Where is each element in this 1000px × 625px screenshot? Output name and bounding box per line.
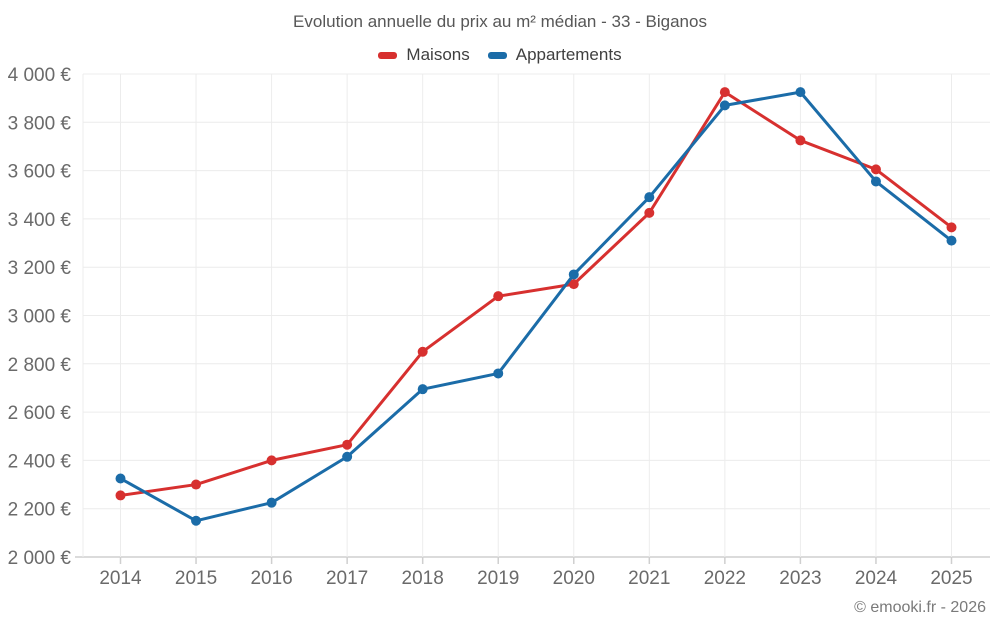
y-tick-label: 2 200 € bbox=[8, 500, 72, 521]
x-tick-label: 2020 bbox=[553, 568, 595, 589]
x-tick-label: 2024 bbox=[855, 568, 898, 589]
y-tick-label: 3 800 € bbox=[8, 113, 72, 134]
appartements-point-2020[interactable] bbox=[568, 269, 579, 280]
maisons-point-2019[interactable] bbox=[493, 291, 504, 302]
x-tick-label: 2015 bbox=[175, 568, 217, 589]
y-tick-label: 3 200 € bbox=[8, 258, 72, 279]
x-tick-label: 2016 bbox=[250, 568, 292, 589]
appartements-point-2024[interactable] bbox=[870, 176, 881, 187]
x-tick-label: 2025 bbox=[930, 568, 972, 589]
maisons-point-2018[interactable] bbox=[417, 346, 428, 357]
y-tick-label: 4 000 € bbox=[8, 65, 72, 86]
maisons-point-2017[interactable] bbox=[342, 439, 353, 450]
appartements-point-2022[interactable] bbox=[719, 100, 730, 111]
y-tick-label: 2 800 € bbox=[8, 355, 72, 376]
x-tick-label: 2017 bbox=[326, 568, 368, 589]
y-tick-label: 2 400 € bbox=[8, 451, 72, 472]
y-tick-label: 2 000 € bbox=[8, 548, 72, 569]
maisons-point-2014[interactable] bbox=[115, 490, 126, 501]
maisons-legend-swatch-icon bbox=[378, 51, 398, 59]
x-tick-label: 2022 bbox=[704, 568, 746, 589]
appartements-point-2017[interactable] bbox=[342, 451, 353, 462]
maisons-point-2022[interactable] bbox=[719, 87, 730, 98]
appartements-line bbox=[119, 90, 953, 523]
maisons-point-2024[interactable] bbox=[870, 164, 881, 175]
x-tick-label: 2023 bbox=[779, 568, 821, 589]
maisons-point-2021[interactable] bbox=[644, 207, 655, 218]
legend-item-maisons[interactable]: Maisons bbox=[378, 45, 470, 65]
maisons-point-2023[interactable] bbox=[795, 135, 806, 146]
x-tick-label: 2014 bbox=[99, 568, 142, 589]
y-tick-label: 3 400 € bbox=[8, 210, 72, 231]
x-tick-label: 2018 bbox=[402, 568, 444, 589]
x-tick-label: 2019 bbox=[477, 568, 519, 589]
maisons-point-2020[interactable] bbox=[568, 279, 579, 290]
legend-label-appartements: Appartements bbox=[515, 45, 622, 64]
appartements-point-2025[interactable] bbox=[946, 235, 957, 246]
maisons-point-2016[interactable] bbox=[266, 455, 277, 466]
legend-item-appartements[interactable]: Appartements bbox=[487, 45, 622, 65]
chart-title: Evolution annuelle du prix au m² médian … bbox=[293, 12, 707, 31]
maisons-point-2025[interactable] bbox=[946, 222, 957, 233]
appartements-point-2014[interactable] bbox=[115, 473, 126, 484]
x-tick-label: 2021 bbox=[628, 568, 670, 589]
maisons-point-2015[interactable] bbox=[191, 479, 202, 490]
appartements-point-2016[interactable] bbox=[266, 497, 277, 508]
appartements-point-2023[interactable] bbox=[795, 87, 806, 98]
y-tick-label: 2 600 € bbox=[8, 403, 72, 424]
y-tick-label: 3 600 € bbox=[8, 162, 72, 183]
appartements-point-2015[interactable] bbox=[191, 515, 202, 526]
appartements-point-2019[interactable] bbox=[493, 368, 504, 379]
appartements-legend-swatch-icon bbox=[487, 51, 507, 59]
credit-text: © emooki.fr - 2026 bbox=[854, 599, 986, 616]
chart-legend: Maisons Appartements bbox=[0, 45, 1000, 65]
appartements-point-2021[interactable] bbox=[644, 192, 655, 203]
maisons-line bbox=[119, 90, 953, 497]
legend-label-maisons: Maisons bbox=[406, 45, 470, 64]
appartements-point-2018[interactable] bbox=[417, 384, 428, 395]
y-tick-label: 3 000 € bbox=[8, 307, 72, 328]
